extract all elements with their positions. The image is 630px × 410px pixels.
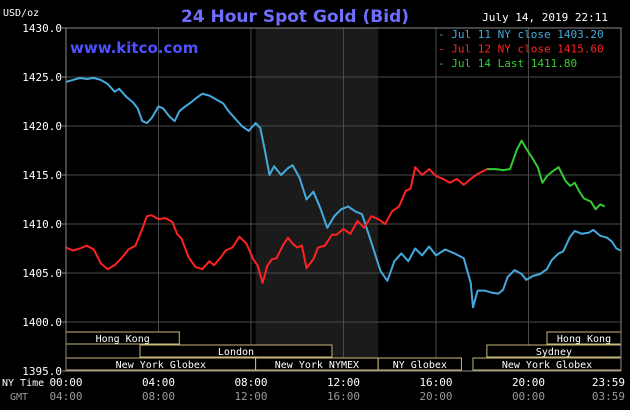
x-tick-label-ny: 23:59 xyxy=(592,376,625,389)
y-tick-label: 1405.0 xyxy=(22,267,62,280)
y-tick-label: 1400.0 xyxy=(22,316,62,329)
x-row-label-ny: NY Time xyxy=(2,378,44,389)
x-row-label-gmt: GMT xyxy=(10,392,28,403)
legend-entry: - Jul 14 Last 1411.80 xyxy=(438,57,577,70)
x-tick-label-gmt: 16:00 xyxy=(327,390,360,403)
session-label: Sydney xyxy=(536,347,572,358)
legend-entry: - Jul 11 NY close 1403.20 xyxy=(438,28,604,41)
y-tick-label: 1395.0 xyxy=(22,365,62,378)
session-label: Hong Kong xyxy=(557,334,611,345)
session-label: Hong Kong xyxy=(96,334,150,345)
x-tick-label-ny: 04:00 xyxy=(142,376,175,389)
plot-frame xyxy=(65,27,622,372)
session-label: New York Globex xyxy=(502,360,592,371)
x-tick-label-gmt: 20:00 xyxy=(419,390,452,403)
chart-datetime: July 14, 2019 22:11 xyxy=(482,11,608,24)
watermark: www.kitco.com xyxy=(70,39,198,57)
session-label: London xyxy=(218,347,254,358)
session-box xyxy=(139,344,333,358)
x-tick-label-gmt: 04:00 xyxy=(49,390,82,403)
session-label: New York Globex xyxy=(116,360,206,371)
x-tick-label-ny: 12:00 xyxy=(327,376,360,389)
x-tick-label-ny: 20:00 xyxy=(512,376,545,389)
series-line xyxy=(65,166,488,284)
x-tick-label-gmt: 08:00 xyxy=(142,390,175,403)
series-line xyxy=(486,139,606,211)
y-tick-label: 1410.0 xyxy=(22,218,62,231)
x-tick-label-gmt: 12:00 xyxy=(234,390,267,403)
y-tick-label: 1420.0 xyxy=(22,120,62,133)
y-axis-unit: USD/oz xyxy=(3,8,39,19)
x-tick-label-ny: 00:00 xyxy=(49,376,82,389)
session-box xyxy=(377,357,462,371)
y-tick-label: 1430.0 xyxy=(22,22,62,35)
legend-entry: - Jul 12 NY close 1415.60 xyxy=(438,43,604,56)
x-tick-label-gmt: 00:00 xyxy=(512,390,545,403)
y-tick-label: 1415.0 xyxy=(22,169,62,182)
session-label: New York NYMEX xyxy=(275,360,359,371)
x-tick-label-ny: 16:00 xyxy=(419,376,452,389)
x-tick-label-gmt: 03:59 xyxy=(592,390,625,403)
chart-title: 24 Hour Spot Gold (Bid) xyxy=(181,7,409,27)
session-label: NY Globex xyxy=(393,360,447,371)
x-tick-label-ny: 08:00 xyxy=(234,376,267,389)
y-tick-label: 1425.0 xyxy=(22,71,62,84)
series-line xyxy=(65,77,622,309)
